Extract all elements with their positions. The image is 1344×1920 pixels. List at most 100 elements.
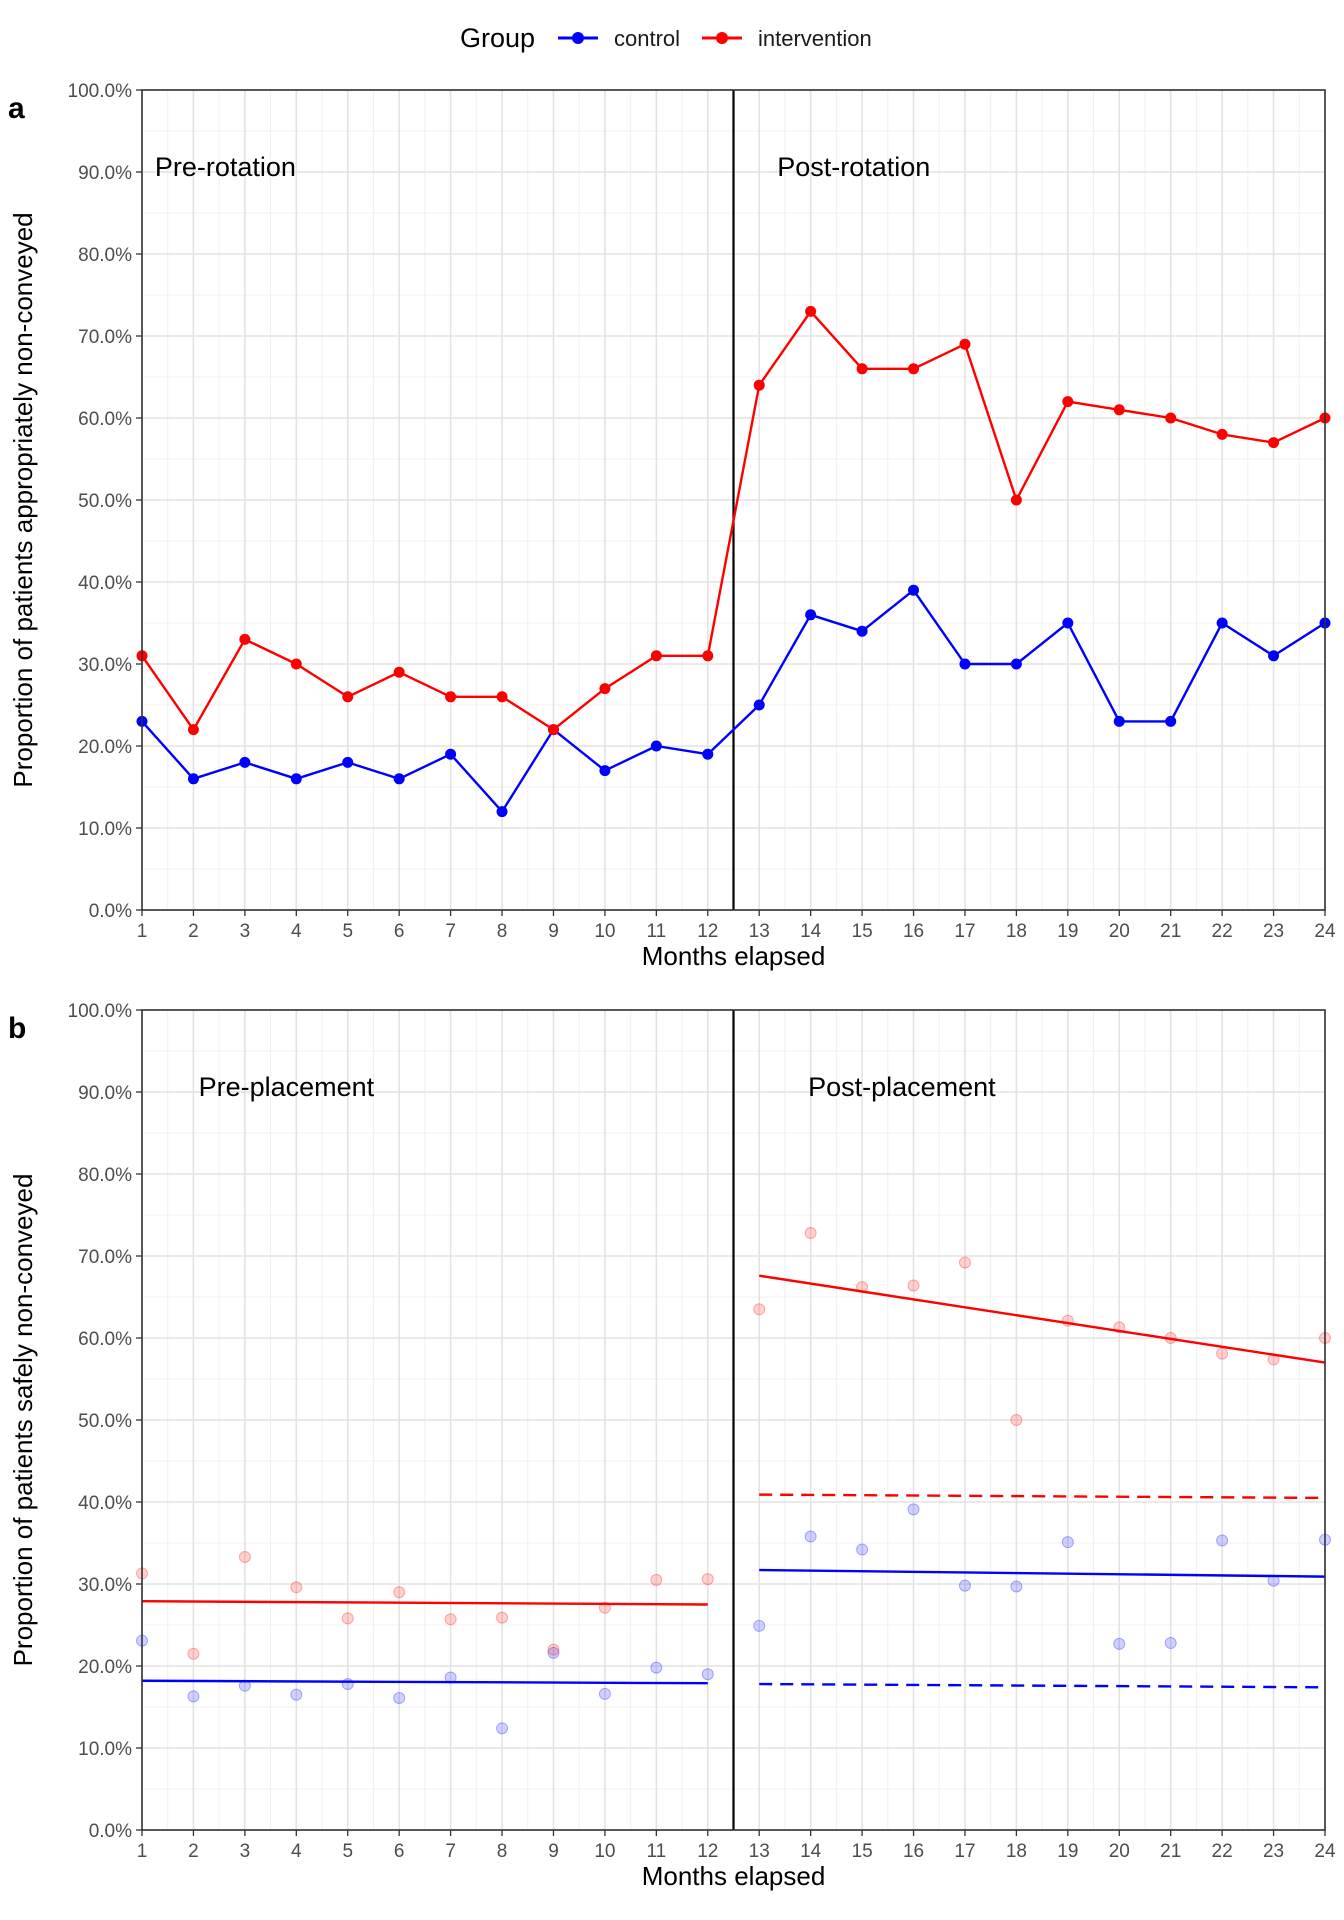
- x-tick-label: 8: [497, 921, 508, 942]
- x-tick-label: 20: [1109, 921, 1130, 942]
- data-point-control: [547, 1646, 560, 1659]
- y-tick-label: 100.0%: [68, 81, 133, 102]
- data-point-intervention: [547, 724, 559, 736]
- x-tick-label: 17: [954, 921, 975, 942]
- y-tick-label: 10.0%: [78, 819, 132, 840]
- data-point-intervention: [958, 1256, 971, 1269]
- data-point-intervention: [444, 1613, 457, 1626]
- x-tick-label: 11: [646, 1841, 666, 1862]
- y-tick-label: 0.0%: [89, 901, 132, 922]
- y-tick-label: 60.0%: [78, 409, 132, 430]
- fit-line-intervention-solid: [141, 1600, 708, 1606]
- y-tick-label: 60.0%: [78, 1329, 132, 1350]
- y-tick-label: 10.0%: [78, 1739, 132, 1760]
- x-axis-title: Months elapsed: [642, 1861, 826, 1891]
- x-tick-label: 4: [291, 1841, 302, 1862]
- data-point-intervention: [496, 1611, 509, 1624]
- data-point-intervention: [445, 691, 457, 703]
- x-tick-label: 5: [342, 1841, 353, 1862]
- x-tick-label: 8: [497, 1841, 508, 1862]
- data-point-intervention: [753, 1303, 766, 1316]
- data-point-control: [342, 756, 354, 768]
- data-point-control: [856, 1543, 869, 1556]
- x-tick-label: 9: [548, 921, 559, 942]
- data-point-intervention: [1062, 396, 1074, 408]
- x-tick-label: 14: [800, 1841, 822, 1862]
- data-point-control: [753, 699, 765, 711]
- x-tick-label: 6: [394, 1841, 405, 1862]
- data-point-control: [702, 748, 714, 760]
- x-tick-label: 6: [394, 921, 405, 942]
- data-point-intervention: [1113, 404, 1125, 416]
- x-tick-label: 21: [1160, 1841, 1181, 1862]
- data-point-control: [599, 765, 611, 777]
- data-point-intervention: [856, 363, 868, 375]
- data-point-intervention: [1216, 428, 1228, 440]
- x-tick-label: 21: [1160, 921, 1181, 942]
- data-point-intervention: [187, 1647, 200, 1660]
- x-tick-label: 24: [1314, 1841, 1336, 1862]
- data-point-intervention: [959, 338, 971, 350]
- panel-border: [141, 89, 1326, 911]
- data-point-intervention: [1010, 1414, 1023, 1426]
- y-tick-label: 40.0%: [78, 1493, 132, 1514]
- x-tick-label: 14: [800, 921, 822, 942]
- y-tick-label: 50.0%: [78, 1411, 132, 1432]
- data-point-control: [341, 1678, 354, 1691]
- x-tick-label: 4: [291, 921, 302, 942]
- y-axis-title: Proportion of patients appropriately non…: [8, 212, 38, 787]
- fit-line-intervention-dashed: [759, 1493, 1326, 1500]
- x-tick-label: 2: [188, 921, 199, 942]
- data-point-intervention: [496, 691, 508, 703]
- data-point-intervention: [187, 724, 199, 736]
- x-tick-label: 12: [697, 1841, 718, 1862]
- data-point-intervention: [290, 1581, 303, 1594]
- fit-line-intervention-solid: [759, 1274, 1326, 1364]
- x-tick-label: 5: [342, 921, 353, 942]
- legend-title: Group: [460, 23, 535, 53]
- series-line-intervention: [141, 310, 1326, 731]
- data-point-control: [1164, 1637, 1177, 1650]
- data-point-control: [650, 740, 662, 752]
- x-tick-label: 15: [852, 921, 873, 942]
- y-tick-label: 90.0%: [78, 1083, 132, 1104]
- data-point-intervention: [341, 1612, 354, 1625]
- panel-a: 0.0% 10.0% 20.0% 30.0% 40.0% 50.0% 60.0% 70.0% 8…: [8, 81, 1336, 971]
- y-tick-label: 0.0%: [89, 1821, 132, 1842]
- legend-label-intervention: intervention: [758, 26, 872, 51]
- y-tick-label: 70.0%: [78, 327, 132, 348]
- x-tick-label: 13: [749, 921, 770, 942]
- data-point-control: [856, 625, 868, 637]
- x-tick-label: 23: [1263, 921, 1284, 942]
- x-tick-label: 22: [1212, 921, 1233, 942]
- data-point-intervention: [342, 691, 354, 703]
- data-point-control: [1062, 617, 1074, 629]
- data-point-control: [907, 1503, 920, 1516]
- x-tick-label: 7: [445, 1841, 456, 1862]
- x-tick-label: 16: [903, 921, 924, 942]
- y-tick-label: 20.0%: [78, 1657, 132, 1678]
- data-point-control: [496, 1722, 509, 1735]
- data-point-control: [290, 773, 302, 785]
- data-point-control: [1268, 650, 1280, 662]
- period-annotation: Pre-placement: [199, 1072, 375, 1102]
- legend-key-dot-control: [572, 32, 584, 44]
- x-tick-label: 10: [594, 1841, 615, 1862]
- data-point-control: [1061, 1536, 1074, 1549]
- data-point-control: [804, 1530, 817, 1543]
- legend-item-intervention: intervention: [702, 26, 872, 51]
- data-point-control: [1113, 715, 1125, 727]
- data-point-intervention: [393, 1586, 406, 1599]
- period-annotation: Post-placement: [808, 1072, 996, 1102]
- fit-line-control-solid: [759, 1568, 1326, 1578]
- y-tick-label: 30.0%: [78, 655, 132, 676]
- data-point-intervention: [547, 1643, 560, 1656]
- x-tick-label: 15: [852, 1841, 873, 1862]
- y-tick-label: 70.0%: [78, 1247, 132, 1268]
- data-point-control: [290, 1688, 303, 1701]
- data-point-control: [1216, 1534, 1229, 1547]
- x-tick-label: 1: [137, 921, 148, 942]
- x-tick-label: 16: [903, 1841, 924, 1862]
- x-tick-label: 18: [1006, 1841, 1027, 1862]
- y-tick-label: 50.0%: [78, 491, 132, 512]
